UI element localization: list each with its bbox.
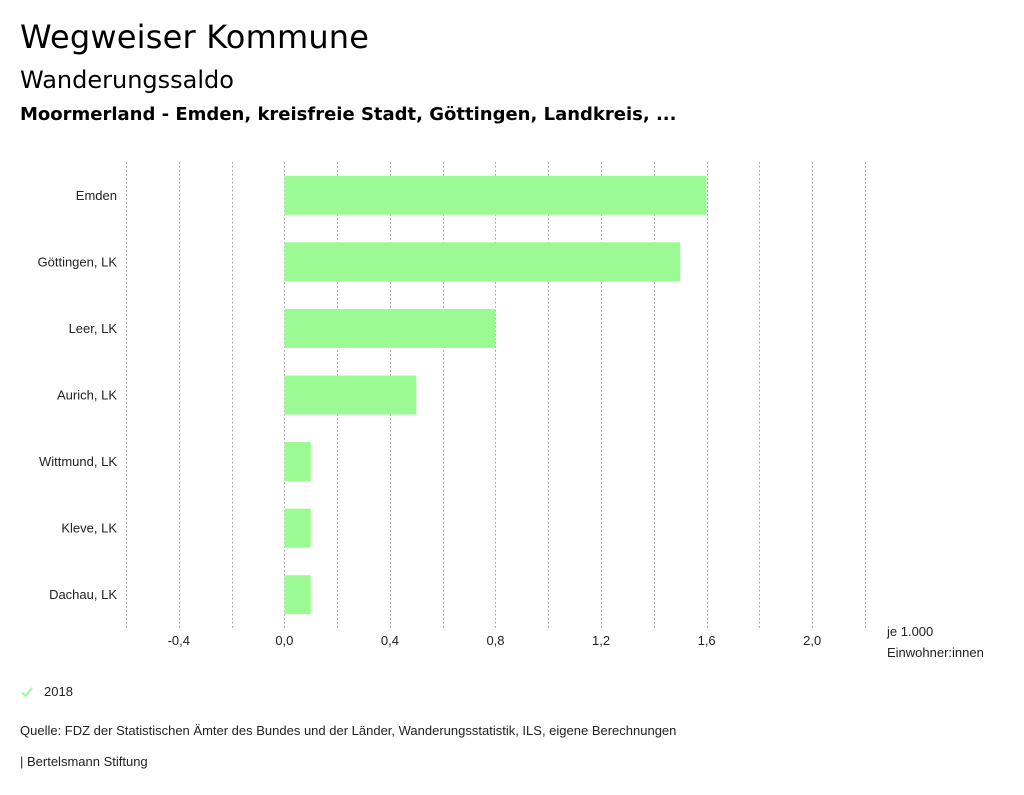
category-label: Leer, LK [69,321,118,336]
category-label: Dachau, LK [49,587,117,602]
x-axis-unit-line-2: Einwohner:innen [887,645,984,660]
bar [284,175,707,215]
category-label: Emden [76,188,117,203]
category-label: Kleve, LK [61,521,117,536]
check-icon [21,686,33,697]
x-tick-label: 0,0 [275,633,293,648]
legend-label: 2018 [44,684,73,699]
x-tick-label: 1,2 [592,633,610,648]
x-tick-label: -0,4 [168,633,190,648]
bar [284,375,417,415]
bar [284,242,681,282]
bar [284,308,496,348]
bar [284,575,311,615]
bar [284,442,311,482]
x-tick-label: 1,6 [698,633,716,648]
x-axis-unit-line-1: je 1.000 [887,624,934,639]
chart-subtitle: Wanderungssaldo [20,66,234,94]
page-title: Wegweiser Kommune [20,18,370,56]
x-axis-unit-label: je 1.000 Einwohner:innen [887,621,984,663]
bar [284,508,311,548]
source-note: Quelle: FDZ der Statistischen Ämter des … [20,723,677,738]
x-tick-label: 0,4 [381,633,399,648]
category-label: Göttingen, LK [38,254,118,269]
category-label: Wittmund, LK [39,454,117,469]
x-tick-label: 0,8 [486,633,504,648]
bar-chart: -0,4 0,0 0,4 0,8 1,2 1,6 2,0 Emden Göttingen, LK… [38,162,866,648]
region-filter-label: Moormerland - Emden, kreisfreie Stadt, G… [20,104,677,125]
x-tick-label: 2,0 [803,633,821,648]
legend-item-2018[interactable]: 2018 [20,684,73,699]
category-label: Aurich, LK [57,388,117,403]
brand-note: | Bertelsmann Stiftung [20,754,148,769]
